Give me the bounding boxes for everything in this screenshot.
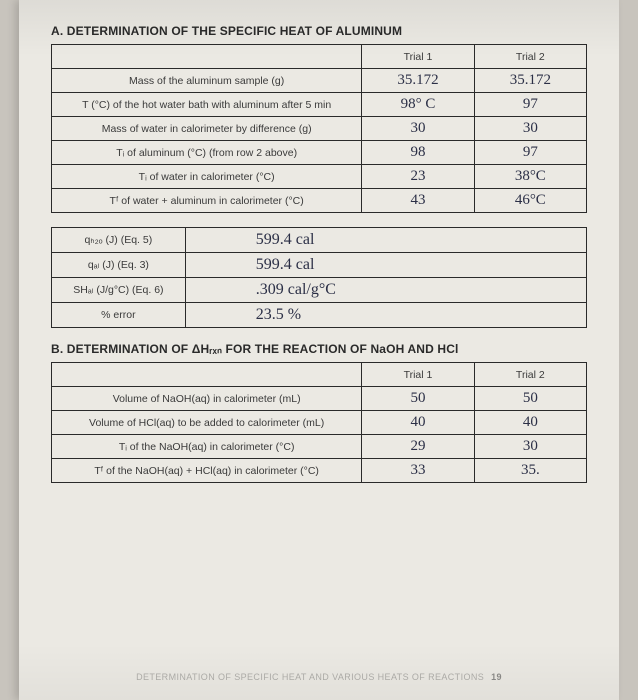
trial2-header: Trial 2 (474, 363, 586, 387)
row-value-trial2: 46°C (474, 189, 586, 213)
calc-value: .309 cal/g°C (185, 278, 586, 303)
row-value-trial2: 40 (474, 411, 586, 435)
row-label: Mass of water in calorimeter by differen… (52, 117, 362, 141)
calc-label: qₕ₂ₒ (J) (Eq. 5) (52, 228, 186, 253)
row-value-trial1: 23 (362, 165, 474, 189)
table-row: qₕ₂ₒ (J) (Eq. 5)599.4 cal (52, 228, 587, 253)
row-label: Volume of NaOH(aq) in calorimeter (mL) (52, 387, 362, 411)
table-row: Tᵢ of aluminum (°C) (from row 2 above)98… (52, 141, 587, 165)
row-value-trial1: 29 (362, 435, 474, 459)
calc-value: 599.4 cal (185, 228, 586, 253)
calc-label: SHₐₗ (J/g°C) (Eq. 6) (52, 278, 186, 303)
section-b-data-table: Trial 1 Trial 2 Volume of NaOH(aq) in ca… (51, 362, 587, 483)
trial1-header: Trial 1 (362, 363, 474, 387)
table-row: qₐₗ (J) (Eq. 3)599.4 cal (52, 253, 587, 278)
row-label: Volume of HCl(aq) to be added to calorim… (52, 411, 362, 435)
table-row: Tᶠ of the NaOH(aq) + HCl(aq) in calorime… (52, 459, 587, 483)
blank-header (52, 363, 362, 387)
row-label: Tᵢ of the NaOH(aq) in calorimeter (°C) (52, 435, 362, 459)
row-value-trial2: 35.172 (474, 69, 586, 93)
row-value-trial2: 30 (474, 435, 586, 459)
table-row: Mass of the aluminum sample (g)35.17235.… (52, 69, 587, 93)
section-a-calc-table: qₕ₂ₒ (J) (Eq. 5)599.4 cal qₐₗ (J) (Eq. 3… (51, 227, 587, 328)
table-row: SHₐₗ (J/g°C) (Eq. 6).309 cal/g°C (52, 278, 587, 303)
row-value-trial1: 50 (362, 387, 474, 411)
blank-header (52, 45, 362, 69)
table-row: Volume of NaOH(aq) in calorimeter (mL)50… (52, 387, 587, 411)
calc-value: 23.5 % (185, 303, 586, 328)
row-value-trial1: 43 (362, 189, 474, 213)
row-label: Mass of the aluminum sample (g) (52, 69, 362, 93)
row-label: Tᵢ of aluminum (°C) (from row 2 above) (52, 141, 362, 165)
table-header-row: Trial 1 Trial 2 (52, 363, 587, 387)
page-number: 19 (491, 672, 502, 682)
section-a-data-table: Trial 1 Trial 2 Mass of the aluminum sam… (51, 44, 587, 213)
row-value-trial2: 50 (474, 387, 586, 411)
trial1-header: Trial 1 (362, 45, 474, 69)
footer-text: DETERMINATION OF SPECIFIC HEAT AND VARIO… (136, 672, 484, 682)
table-row: Volume of HCl(aq) to be added to calorim… (52, 411, 587, 435)
row-label: T (°C) of the hot water bath with alumin… (52, 93, 362, 117)
row-value-trial1: 30 (362, 117, 474, 141)
trial2-header: Trial 2 (474, 45, 586, 69)
row-value-trial2: 97 (474, 93, 586, 117)
table-row: T (°C) of the hot water bath with alumin… (52, 93, 587, 117)
page-footer: DETERMINATION OF SPECIFIC HEAT AND VARIO… (51, 672, 587, 682)
table-row: Tᵢ of the NaOH(aq) in calorimeter (°C)29… (52, 435, 587, 459)
row-value-trial2: 38°C (474, 165, 586, 189)
row-value-trial2: 97 (474, 141, 586, 165)
row-value-trial1: 98° C (362, 93, 474, 117)
row-label: Tᶠ of water + aluminum in calorimeter (°… (52, 189, 362, 213)
table-row: Mass of water in calorimeter by differen… (52, 117, 587, 141)
table-header-row: Trial 1 Trial 2 (52, 45, 587, 69)
worksheet-page: A. DETERMINATION OF THE SPECIFIC HEAT OF… (19, 0, 619, 700)
row-value-trial2: 35. (474, 459, 586, 483)
table-row: Tᵢ of water in calorimeter (°C)2338°C (52, 165, 587, 189)
calc-label: qₐₗ (J) (Eq. 3) (52, 253, 186, 278)
table-row: % error23.5 % (52, 303, 587, 328)
calc-label: % error (52, 303, 186, 328)
row-value-trial1: 33 (362, 459, 474, 483)
section-b-title: B. DETERMINATION OF ΔHᵣₓₙ FOR THE REACTI… (51, 342, 587, 356)
row-label: Tᵢ of water in calorimeter (°C) (52, 165, 362, 189)
table-row: Tᶠ of water + aluminum in calorimeter (°… (52, 189, 587, 213)
row-value-trial1: 98 (362, 141, 474, 165)
calc-value: 599.4 cal (185, 253, 586, 278)
section-a-title: A. DETERMINATION OF THE SPECIFIC HEAT OF… (51, 24, 587, 38)
row-value-trial2: 30 (474, 117, 586, 141)
row-value-trial1: 40 (362, 411, 474, 435)
row-value-trial1: 35.172 (362, 69, 474, 93)
row-label: Tᶠ of the NaOH(aq) + HCl(aq) in calorime… (52, 459, 362, 483)
